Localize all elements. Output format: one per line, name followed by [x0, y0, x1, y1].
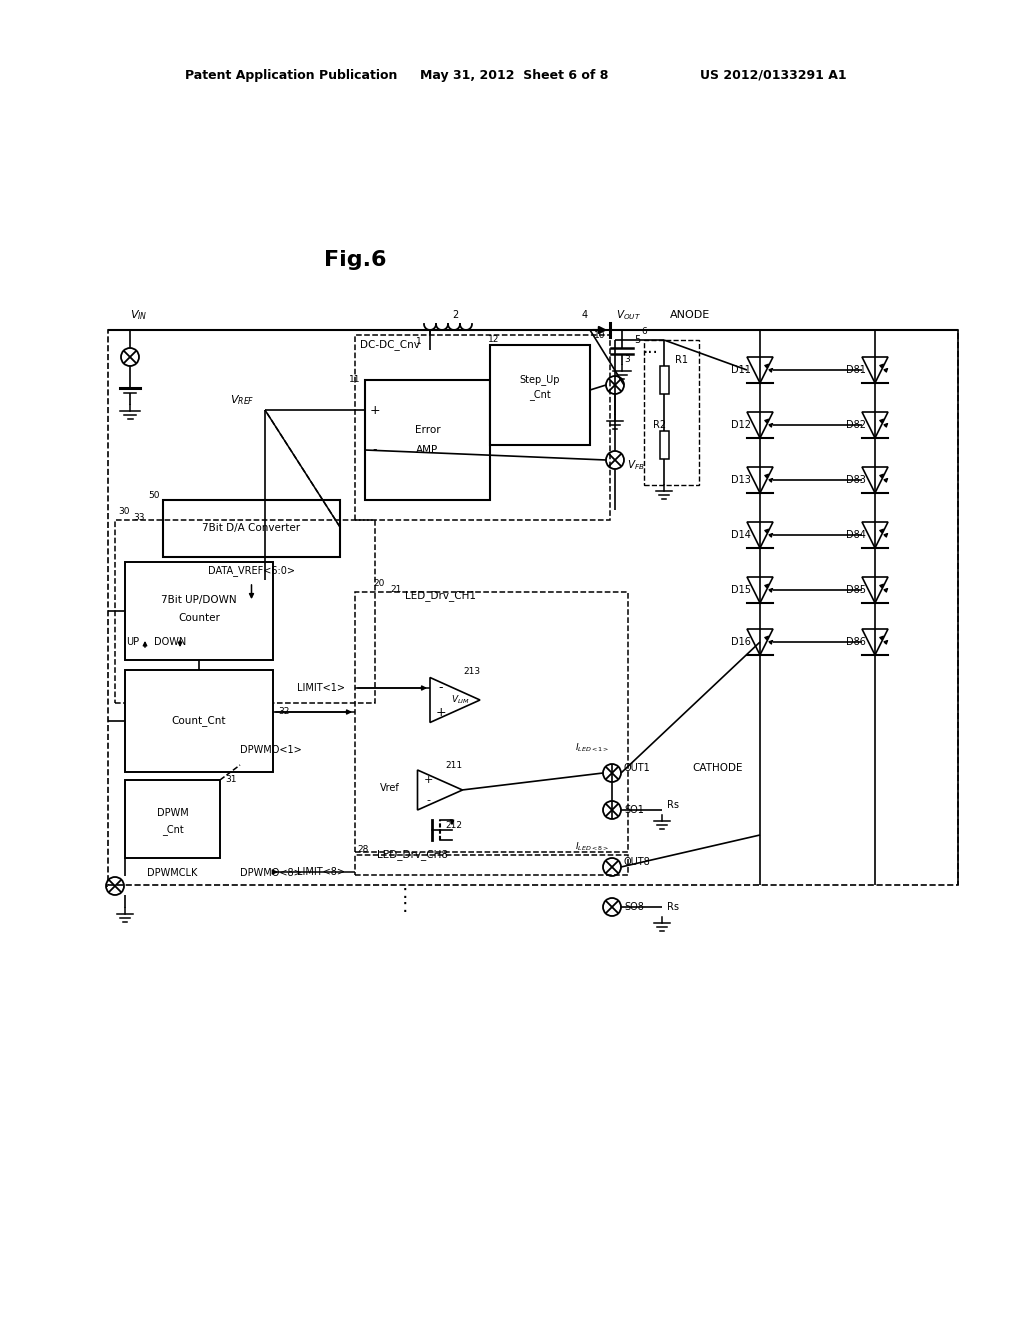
Text: 10: 10 [594, 330, 605, 339]
Text: 31: 31 [225, 776, 237, 784]
Bar [365, 380, 490, 500]
Bar [108, 330, 958, 884]
Text: $V_{REF}$: $V_{REF}$ [230, 393, 255, 407]
Text: DPWMO<1>: DPWMO<1> [240, 744, 302, 755]
Text: D11: D11 [731, 366, 751, 375]
Text: R2: R2 [653, 420, 667, 430]
Bar [355, 591, 628, 851]
Text: D81: D81 [846, 366, 866, 375]
Text: D84: D84 [846, 531, 866, 540]
Text: D86: D86 [846, 638, 866, 647]
Text: OUT1: OUT1 [624, 763, 650, 774]
Text: $I_{LED<8>}$: $I_{LED<8>}$ [574, 841, 609, 853]
Bar [125, 562, 273, 660]
Text: OUT8: OUT8 [624, 857, 650, 867]
Text: 213: 213 [463, 668, 480, 676]
Text: 28: 28 [357, 845, 369, 854]
Text: CATHODE: CATHODE [692, 763, 742, 774]
Text: +: + [370, 404, 380, 417]
Text: ...: ... [642, 339, 657, 356]
Text: 3: 3 [624, 355, 630, 364]
Text: :: : [401, 883, 409, 902]
Text: +: + [435, 705, 446, 718]
Text: _Cnt: _Cnt [162, 825, 183, 836]
Text: D85: D85 [846, 585, 866, 595]
Text: $V_{IN}$: $V_{IN}$ [130, 308, 147, 322]
Text: DPWMCLK: DPWMCLK [147, 869, 198, 878]
Text: 212: 212 [445, 821, 462, 829]
Text: Rs: Rs [667, 902, 679, 912]
Text: +: + [423, 775, 433, 785]
Text: D82: D82 [846, 420, 866, 430]
Text: DATA_VREF<6:0>: DATA_VREF<6:0> [208, 565, 295, 577]
Bar [163, 500, 340, 557]
Text: $V_{OUT}$: $V_{OUT}$ [616, 308, 641, 322]
Text: Count_Cnt: Count_Cnt [172, 715, 226, 726]
Text: 7Bit D/A Converter: 7Bit D/A Converter [203, 524, 301, 533]
Text: 21: 21 [390, 586, 401, 594]
Text: DPWM: DPWM [157, 808, 188, 818]
Text: Fig.6: Fig.6 [324, 249, 386, 271]
Text: Patent Application Publication: Patent Application Publication [185, 69, 397, 82]
Text: DPWMO<8>: DPWMO<8> [240, 869, 302, 878]
Text: 20: 20 [373, 579, 384, 589]
Bar [355, 855, 628, 875]
Text: D15: D15 [731, 585, 751, 595]
Text: SO1: SO1 [624, 805, 644, 814]
Text: 211: 211 [445, 762, 462, 771]
Text: D83: D83 [846, 475, 866, 484]
Text: :: : [401, 898, 409, 916]
Text: 32: 32 [278, 708, 290, 717]
Text: 50: 50 [148, 491, 160, 499]
Text: 2: 2 [452, 310, 458, 319]
Text: 7Bit UP/DOWN: 7Bit UP/DOWN [161, 595, 237, 605]
Text: 4: 4 [582, 310, 588, 319]
Text: May 31, 2012  Sheet 6 of 8: May 31, 2012 Sheet 6 of 8 [420, 69, 608, 82]
Bar [644, 341, 699, 484]
Text: LIMIT<8>: LIMIT<8> [297, 867, 345, 876]
Text: 33: 33 [133, 513, 144, 523]
Text: $I_{LED<1>}$: $I_{LED<1>}$ [574, 742, 609, 754]
Text: Error: Error [415, 425, 440, 436]
Text: D14: D14 [731, 531, 751, 540]
Text: AMP: AMP [417, 445, 438, 455]
Text: SO8: SO8 [624, 902, 644, 912]
Text: 5: 5 [634, 335, 640, 345]
Text: DOWN: DOWN [154, 638, 186, 647]
Text: 6: 6 [641, 327, 647, 337]
Bar [125, 780, 220, 858]
Text: D13: D13 [731, 475, 751, 484]
Text: 1: 1 [416, 338, 422, 346]
Text: -: - [373, 444, 377, 457]
Text: -: - [426, 795, 430, 805]
Text: Rs: Rs [667, 800, 679, 810]
Text: D12: D12 [731, 420, 751, 430]
Text: LED_Drv_CH1: LED_Drv_CH1 [406, 590, 476, 602]
Text: -: - [438, 681, 443, 694]
Text: $V_{LIM}$: $V_{LIM}$ [451, 694, 469, 706]
Text: LIMIT<1>: LIMIT<1> [297, 682, 345, 693]
Text: DC-DC_Cnv: DC-DC_Cnv [360, 339, 420, 350]
Text: LED_Drv_CH8: LED_Drv_CH8 [377, 850, 449, 861]
Text: Counter: Counter [178, 612, 220, 623]
Bar [115, 520, 375, 704]
Bar [659, 432, 669, 459]
Text: Step_Up: Step_Up [520, 375, 560, 385]
Bar [659, 366, 669, 393]
Bar [355, 335, 610, 520]
Text: R1: R1 [675, 355, 688, 366]
Text: 11: 11 [348, 375, 360, 384]
Text: _Cnt: _Cnt [529, 389, 551, 400]
Text: UP: UP [126, 638, 139, 647]
Bar [125, 671, 273, 772]
Text: 12: 12 [488, 335, 500, 345]
Text: ANODE: ANODE [670, 310, 711, 319]
Text: US 2012/0133291 A1: US 2012/0133291 A1 [700, 69, 847, 82]
Text: $V_{FB}$: $V_{FB}$ [627, 458, 645, 471]
Text: 30: 30 [118, 507, 129, 516]
Text: Vref: Vref [380, 783, 400, 793]
Bar [490, 345, 590, 445]
Text: D16: D16 [731, 638, 751, 647]
